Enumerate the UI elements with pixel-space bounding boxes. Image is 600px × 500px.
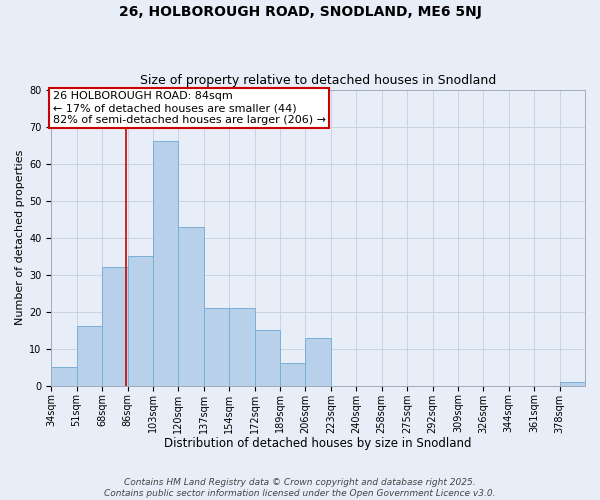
Bar [51,367,77,386]
Bar [153,142,178,386]
Bar [178,226,204,386]
Text: Contains HM Land Registry data © Crown copyright and database right 2025.
Contai: Contains HM Land Registry data © Crown c… [104,478,496,498]
Text: 26, HOLBOROUGH ROAD, SNODLAND, ME6 5NJ: 26, HOLBOROUGH ROAD, SNODLAND, ME6 5NJ [119,5,481,19]
Bar [254,330,280,386]
Bar [305,338,331,386]
Text: 26 HOLBOROUGH ROAD: 84sqm
← 17% of detached houses are smaller (44)
82% of semi-: 26 HOLBOROUGH ROAD: 84sqm ← 17% of detac… [53,92,326,124]
Title: Size of property relative to detached houses in Snodland: Size of property relative to detached ho… [140,74,496,87]
Y-axis label: Number of detached properties: Number of detached properties [15,150,25,326]
Bar [102,267,128,386]
Bar [280,364,305,386]
Bar [229,308,254,386]
Bar [77,326,102,386]
Bar [560,382,585,386]
X-axis label: Distribution of detached houses by size in Snodland: Distribution of detached houses by size … [164,437,472,450]
Bar [204,308,229,386]
Bar [128,256,153,386]
